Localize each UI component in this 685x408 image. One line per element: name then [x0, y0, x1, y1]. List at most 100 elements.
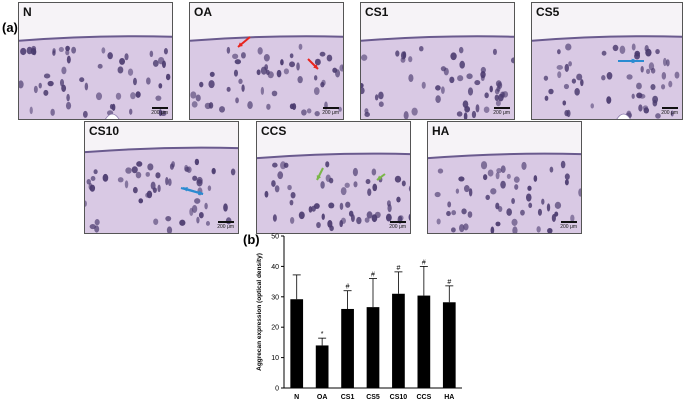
bar — [417, 295, 431, 388]
chondrocyte-cell — [408, 74, 414, 83]
chondrocyte-cell — [153, 218, 159, 225]
chondrocyte-cell — [320, 181, 325, 189]
chondrocyte-cell — [256, 69, 261, 76]
chondrocyte-cell — [107, 52, 113, 60]
chondrocyte-cell — [271, 90, 278, 97]
chondrocyte-cell — [146, 77, 151, 85]
chondrocyte-cell — [648, 62, 655, 71]
chondrocyte-cell — [340, 187, 347, 196]
chondrocyte-cell — [372, 183, 378, 192]
chondrocyte-cell — [95, 92, 103, 101]
chondrocyte-cell — [280, 59, 284, 66]
chondrocyte-cell — [643, 107, 650, 114]
chondrocyte-cell — [194, 158, 200, 166]
x-tick-label: CS10 — [390, 394, 408, 401]
chondrocyte-cell — [440, 66, 447, 72]
chondrocyte-cell — [211, 168, 216, 175]
chondrocyte-cell — [644, 45, 649, 52]
chondrocyte-cell — [345, 201, 351, 208]
micrograph-label: CS1 — [365, 5, 389, 19]
chondrocyte-cell — [374, 94, 379, 101]
chondrocyte-cell — [232, 53, 239, 59]
scale-bar: 200 μm — [322, 107, 339, 116]
chondrocyte-cell — [537, 208, 542, 216]
chondrocyte-cell — [364, 217, 370, 223]
chondrocyte-cell — [102, 173, 109, 182]
significance-marker: # — [346, 284, 350, 291]
chondrocyte-cell — [115, 92, 122, 100]
chondrocyte-cell — [554, 201, 562, 209]
chondrocyte-cell — [325, 161, 330, 168]
chondrocyte-cell — [130, 92, 136, 100]
chondrocyte-cell — [612, 44, 619, 52]
chondrocyte-cell — [495, 202, 500, 210]
bar — [315, 345, 329, 388]
chondrocyte-cell — [483, 106, 490, 114]
chondrocyte-cell — [463, 185, 470, 193]
chondrocyte-cell — [639, 93, 646, 99]
chondrocyte-cell — [194, 198, 201, 204]
chondrocyte-cell — [125, 167, 132, 174]
chondrocyte-cell — [124, 53, 129, 61]
micrograph-cs5: CS5 200 μm — [531, 2, 683, 120]
annotation-arrow — [307, 58, 319, 70]
chondrocyte-cell — [314, 58, 321, 66]
chondrocyte-cell — [280, 161, 287, 170]
chondrocyte-cell — [344, 182, 350, 188]
chondrocyte-cell — [241, 84, 245, 92]
error-bar — [445, 285, 454, 303]
chondrocyte-cell — [65, 45, 70, 52]
chondrocyte-cell — [52, 50, 56, 56]
chondrocyte-cell — [65, 49, 70, 56]
bar — [442, 302, 456, 388]
chondrocyte-cell — [511, 198, 515, 204]
chondrocyte-cell — [570, 214, 575, 223]
chondrocyte-cell — [314, 110, 320, 117]
chondrocyte-cell — [204, 102, 212, 110]
chondrocyte-cell — [467, 87, 474, 96]
chondrocyte-cell — [590, 103, 594, 109]
chondrocyte-cell — [527, 185, 532, 191]
chondrocyte-cell — [289, 103, 295, 110]
chondrocyte-cell — [329, 225, 334, 232]
chondrocyte-cell — [155, 172, 161, 179]
chondrocyte-cell — [165, 216, 172, 222]
significance-marker: # — [396, 265, 400, 272]
chondrocyte-cell — [461, 208, 467, 215]
chondrocyte-cell — [289, 216, 295, 224]
chondrocyte-cell — [149, 50, 154, 58]
chondrocyte-cell — [145, 192, 150, 198]
cartilage-tissue — [361, 36, 514, 119]
chondrocyte-cell — [484, 92, 489, 99]
chondrocyte-cell — [298, 43, 303, 50]
chondrocyte-cell — [626, 74, 633, 80]
chondrocyte-cell — [338, 106, 342, 112]
chondrocyte-cell — [353, 181, 358, 188]
chondrocyte-cell — [495, 100, 501, 107]
chondrocyte-cell — [576, 73, 583, 81]
chondrocyte-cell — [565, 43, 572, 51]
chondrocyte-cell — [240, 52, 246, 59]
chondrocyte-cell — [374, 211, 381, 219]
chondrocyte-cell — [403, 111, 409, 119]
chondrocyte-cell — [208, 80, 215, 89]
chondrocyte-cell — [661, 72, 667, 80]
chondrocyte-cell — [313, 203, 320, 209]
chondrocyte-cell — [563, 83, 570, 90]
chondrocyte-cell — [665, 59, 670, 67]
chondrocyte-cell — [458, 176, 465, 182]
chondrocyte-cell — [127, 68, 134, 76]
annotation-arrow — [182, 186, 204, 195]
chondrocyte-cell — [386, 200, 391, 207]
chondrocyte-cell — [135, 171, 142, 179]
bar — [341, 308, 354, 388]
chondrocyte-cell — [487, 169, 494, 177]
chondrocyte-cell — [223, 203, 228, 212]
chondrocyte-cell — [449, 76, 455, 84]
chondrocyte-cell — [133, 77, 137, 86]
chondrocyte-cell — [152, 59, 159, 67]
chondrocyte-cell — [339, 202, 344, 210]
micrograph-label: CS10 — [89, 124, 120, 138]
chondrocyte-cell — [235, 97, 239, 104]
panel-b-label: (b) — [243, 232, 260, 247]
